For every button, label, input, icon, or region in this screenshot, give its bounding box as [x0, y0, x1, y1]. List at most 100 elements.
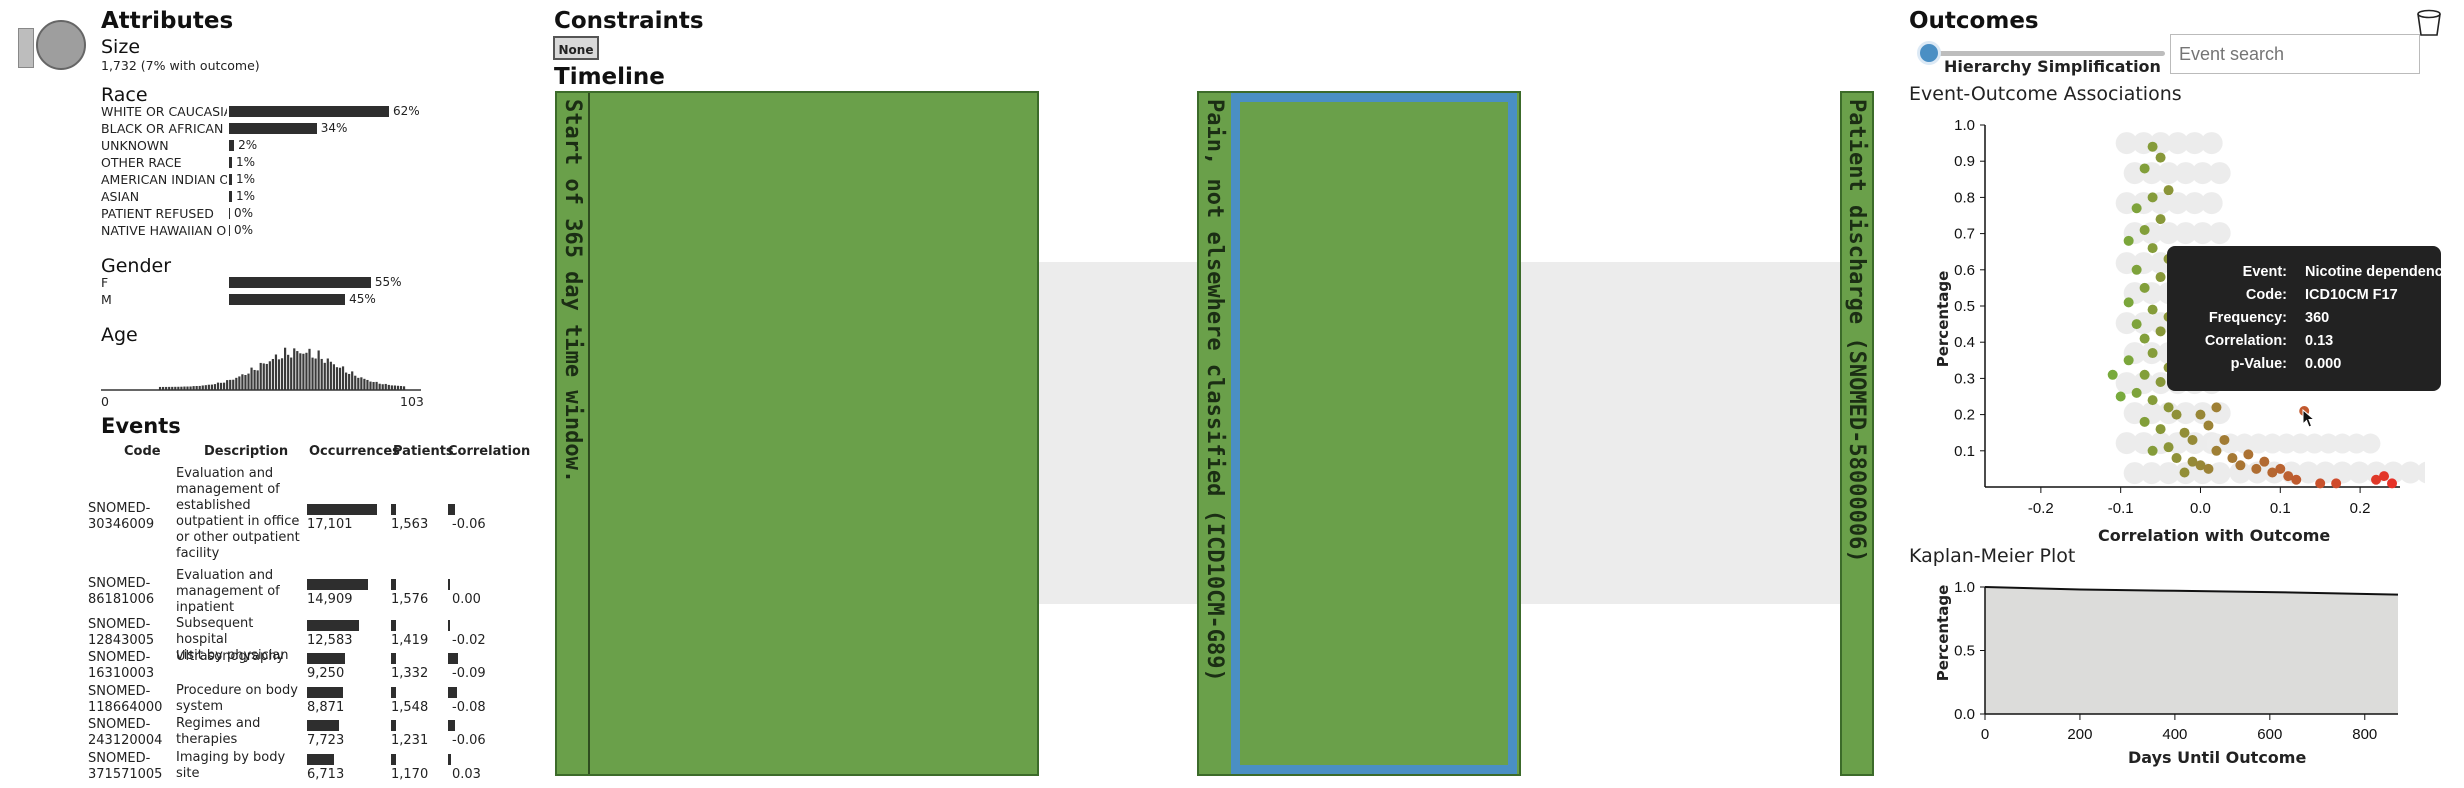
event-point[interactable]	[2371, 474, 2382, 485]
event-point[interactable]	[2187, 434, 2198, 445]
event-point[interactable]	[2259, 456, 2270, 467]
event-point[interactable]	[2187, 456, 2198, 467]
constraint-none-button[interactable]: None	[553, 36, 599, 60]
event-point[interactable]	[2203, 420, 2214, 431]
event-point[interactable]	[2195, 460, 2206, 471]
density-hex	[2318, 433, 2339, 454]
hierarchy-slider-thumb[interactable]	[1917, 41, 1941, 65]
event-point[interactable]	[2139, 163, 2150, 174]
event-point[interactable]	[2147, 395, 2158, 406]
event-point[interactable]	[2139, 369, 2150, 380]
event-point[interactable]	[2211, 445, 2222, 456]
event-point[interactable]	[2139, 224, 2150, 235]
header-code[interactable]: Code	[124, 444, 161, 459]
event-point[interactable]	[2155, 214, 2166, 225]
event-point[interactable]	[2131, 387, 2142, 398]
event-row[interactable]: SNOMED- 16310003 Ultrasonography 9,250 1,332…	[88, 649, 608, 683]
event-point[interactable]	[2155, 424, 2166, 435]
event-point[interactable]	[2171, 409, 2182, 420]
race-bar	[229, 225, 230, 236]
timeline-node-pain[interactable]: Pain, not elsewhere classified (ICD10CM-…	[1197, 91, 1521, 776]
event-point[interactable]	[2147, 192, 2158, 203]
kaplan-meier-plot[interactable]: 1.0 0.5 0.0 0 200 400 600 800	[1945, 572, 2425, 752]
event-point[interactable]	[2179, 467, 2190, 478]
age-histogram[interactable]	[101, 340, 421, 392]
event-point[interactable]	[2235, 460, 2246, 471]
event-point[interactable]	[2123, 297, 2134, 308]
header-correlation[interactable]: Correlation	[448, 444, 531, 459]
timeline-node-start[interactable]: Start of 365 day time window.	[555, 91, 1039, 776]
size-toggle[interactable]	[18, 28, 34, 68]
age-bar	[168, 386, 171, 390]
age-bar	[207, 384, 210, 390]
event-point[interactable]	[2171, 453, 2182, 464]
hierarchy-slider-track[interactable]	[1925, 51, 2165, 56]
event-point[interactable]	[2387, 478, 2398, 489]
gender-distribution: F 55% M 45%	[101, 275, 441, 311]
event-search-input[interactable]	[2170, 34, 2420, 74]
event-point[interactable]	[2155, 272, 2166, 283]
event-point[interactable]	[2155, 152, 2166, 163]
event-point[interactable]	[2123, 235, 2134, 246]
timeline-node-discharge[interactable]: Patient discharge (SNOMED-58000006)	[1840, 91, 1874, 776]
event-point[interactable]	[2147, 304, 2158, 315]
event-point[interactable]	[2379, 471, 2390, 482]
event-point[interactable]	[2163, 185, 2174, 196]
event-occurrences: 6,713	[307, 767, 345, 782]
event-point[interactable]	[2147, 348, 2158, 359]
event-row[interactable]: SNOMED- 243120004 Regimes and therapies 7,72…	[88, 716, 608, 750]
event-point[interactable]	[2139, 282, 2150, 293]
age-bar	[186, 386, 189, 390]
event-point[interactable]	[2155, 377, 2166, 388]
event-point[interactable]	[2331, 478, 2342, 489]
event-point[interactable]	[2283, 471, 2294, 482]
event-point[interactable]	[2251, 463, 2262, 474]
event-description-line: or other outpatient	[176, 530, 300, 545]
event-point[interactable]	[2147, 243, 2158, 254]
event-point[interactable]	[2275, 463, 2286, 474]
event-point[interactable]	[2163, 402, 2174, 413]
age-bar	[384, 383, 387, 390]
event-point[interactable]	[2291, 474, 2302, 485]
race-bar	[229, 123, 317, 134]
event-point[interactable]	[2131, 203, 2142, 214]
event-point[interactable]	[2315, 478, 2326, 489]
event-point[interactable]	[2131, 319, 2142, 330]
event-point[interactable]	[2211, 402, 2222, 413]
event-point[interactable]	[2163, 442, 2174, 453]
age-bar	[299, 353, 302, 390]
event-code-line: SNOMED-	[88, 501, 151, 516]
event-point[interactable]	[2179, 427, 2190, 438]
event-row[interactable]: SNOMED- 12843005 Subsequent hospital visit …	[88, 616, 608, 663]
event-point[interactable]	[2123, 355, 2134, 366]
density-hex	[2346, 433, 2367, 454]
event-point[interactable]	[2147, 445, 2158, 456]
age-bar	[204, 385, 207, 390]
event-point[interactable]	[2195, 409, 2206, 420]
event-point[interactable]	[2139, 416, 2150, 427]
event-row[interactable]: SNOMED- 86181006 Evaluation and management …	[88, 568, 608, 616]
event-correlation: -0.02	[452, 632, 486, 648]
event-row[interactable]: SNOMED- 30346009 Evaluation and management …	[88, 466, 608, 568]
age-bar	[247, 373, 250, 390]
event-code-line: 243120004	[88, 733, 163, 748]
event-point[interactable]	[2147, 141, 2158, 152]
event-point[interactable]	[2155, 326, 2166, 337]
event-point[interactable]	[2219, 434, 2230, 445]
event-outcome-scatter[interactable]: 1.0 0.9 0.8 0.7 0.6 0.5 0.4 0.3 0.2 0.1 -0.2 -0.1 0.…	[1945, 112, 2425, 542]
event-point[interactable]	[2227, 453, 2238, 464]
event-point[interactable]	[2115, 391, 2126, 402]
event-row[interactable]: SNOMED- 118664000 Procedure on body system 8…	[88, 683, 608, 716]
event-row[interactable]: SNOMED- 371571005 Imaging by body site 6,71…	[88, 750, 608, 784]
header-description[interactable]: Description	[204, 444, 289, 459]
event-point[interactable]	[2139, 333, 2150, 344]
race-bar	[229, 208, 230, 219]
trash-icon[interactable]	[2414, 8, 2444, 38]
header-patients[interactable]: Patients	[393, 444, 454, 459]
event-point[interactable]	[2131, 264, 2142, 275]
header-occurrences[interactable]: Occurrences	[309, 444, 400, 459]
event-point[interactable]	[2243, 449, 2254, 460]
event-point[interactable]	[2267, 467, 2278, 478]
event-point[interactable]	[2107, 369, 2118, 380]
event-point[interactable]	[2203, 463, 2214, 474]
